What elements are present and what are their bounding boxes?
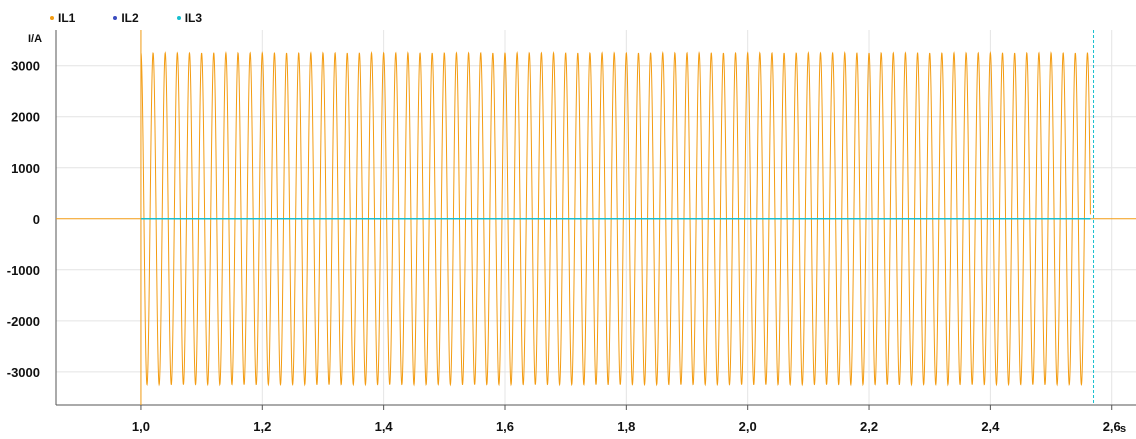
y-tick-label: 0 [33,212,40,227]
legend-entry-il3[interactable]: IL3 [176,11,203,25]
y-tick-label: 2000 [11,110,40,125]
legend-label-il2: IL2 [121,11,139,25]
x-tick-label: 1,6 [496,419,514,434]
legend-entry-il2[interactable]: IL2 [113,11,139,25]
x-tick-label: 1,4 [375,419,394,434]
x-tick-label: 2,2 [860,419,878,434]
legend-label-il3: IL3 [184,11,203,25]
legend-swatch-il1 [50,16,54,20]
legend-swatch-il2 [113,16,118,20]
x-tick-label: 1,2 [253,419,271,434]
x-tick-label: 2,4 [981,419,1000,434]
y-tick-label: -1000 [7,263,40,278]
y-tick-label: -3000 [7,365,40,380]
x-tick-label: 2,6 [1103,419,1121,434]
y-tick-label: -2000 [7,314,40,329]
series-group [56,30,1136,405]
axes [55,30,1136,410]
y-tick-label: 1000 [11,161,40,176]
x-axis-label: s [1120,423,1126,435]
legend-entry-il1[interactable]: IL1 [50,11,75,25]
x-tick-label: 2,0 [739,419,757,434]
grid [56,30,1136,405]
legend: IL1 IL2 IL3 [50,11,202,25]
tick-labels: 3000 2000 1000 0 -1000 -2000 -3000 1,0 1,2 1,4 1,6… [7,59,1121,434]
y-tick-label: 3000 [11,59,40,74]
series-line-il1 [140,50,1091,387]
y-axis-label: I/A [28,33,42,45]
x-tick-label: 1,8 [617,419,635,434]
legend-swatch-il3 [176,16,181,20]
legend-label-il1: IL1 [58,11,76,25]
x-tick-label: 1,0 [132,419,150,434]
